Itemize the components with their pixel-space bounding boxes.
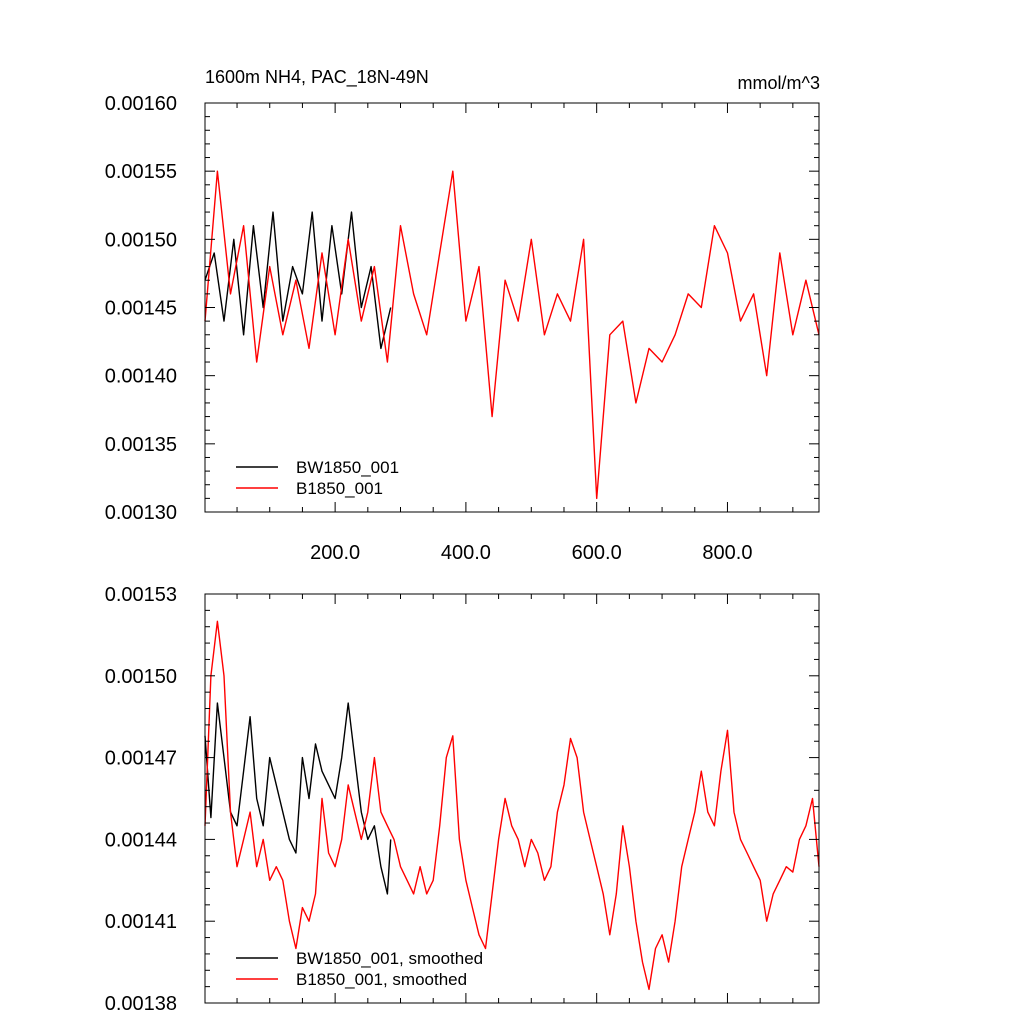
top-legend: BW1850_001 B1850_001 [236,458,399,498]
bottom-tick-labels: 0.00138 0.00141 0.00144 0.00147 0.00150 0.001… [105,584,177,1015]
bottom-series-line-1 [204,702,392,895]
top-x-tick-label: 400.0 [441,542,491,564]
top-y-tick-label: 0.00160 [105,93,177,115]
top-series-lines [204,170,820,500]
top-x-tick-label: 600.0 [572,542,622,564]
bottom-y-tick-label: 0.00150 [105,666,177,688]
bottom-plot-frame [204,593,820,1004]
bottom-panel: 0.00138 0.00141 0.00144 0.00147 0.00150 0.001… [105,584,820,1015]
bottom-ticks [205,593,819,1004]
top-plot-area: 0.00130 0.00135 0.00140 0.00145 0.00150 0.001… [105,93,820,564]
top-legend-label: BW1850_001 [296,458,399,477]
top-ticks [205,102,819,513]
top-y-tick-label: 0.00155 [105,161,177,183]
bottom-y-tick-label: 0.00153 [105,584,177,606]
top-series-line-2 [204,170,820,500]
top-plot-frame [204,102,820,513]
top-x-tick-label: 200.0 [310,542,360,564]
bottom-y-tick-label: 0.00138 [105,993,177,1015]
units-label: mmol/m^3 [738,73,820,93]
bottom-y-tick-label: 0.00144 [105,829,177,851]
top-panel: 0.00130 0.00135 0.00140 0.00145 0.00150 0.001… [105,93,820,564]
top-y-tick-label: 0.00130 [105,502,177,524]
bottom-plot-area: 0.00138 0.00141 0.00144 0.00147 0.00150 0.001… [105,584,820,1015]
bottom-series-lines [204,620,820,991]
top-series-line-1 [204,211,392,350]
bottom-legend-label: B1850_001, smoothed [296,970,467,989]
top-legend-label: B1850_001 [296,479,383,498]
top-y-tick-label: 0.00140 [105,366,177,388]
bottom-legend: BW1850_001, smoothed B1850_001, smoothed [236,949,483,989]
bottom-y-tick-label: 0.00147 [105,748,177,770]
bottom-series-line-2 [204,620,820,991]
top-x-tick-label: 800.0 [702,542,752,564]
bottom-y-tick-label: 0.00141 [105,911,177,933]
top-y-tick-label: 0.00135 [105,434,177,456]
chart-title: 1600m NH4, PAC_18N-49N [205,67,429,88]
bottom-legend-label: BW1850_001, smoothed [296,949,483,968]
top-y-tick-label: 0.00145 [105,298,177,320]
top-y-tick-label: 0.00150 [105,229,177,251]
top-tick-labels: 0.00130 0.00135 0.00140 0.00145 0.00150 0.001… [105,93,753,564]
